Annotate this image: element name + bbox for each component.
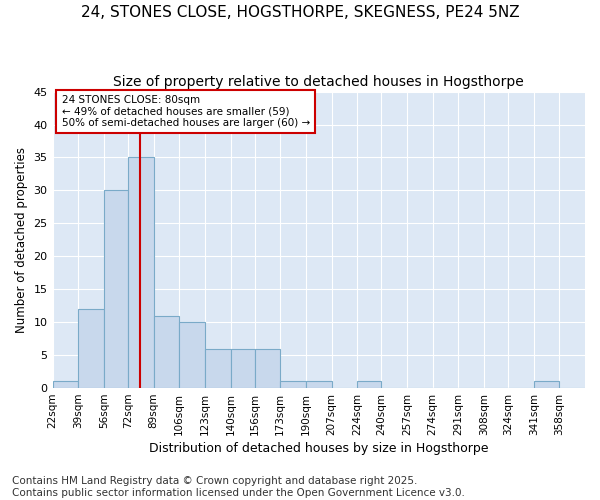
- Bar: [179, 322, 205, 388]
- Bar: [254, 348, 280, 388]
- Bar: [357, 382, 382, 388]
- X-axis label: Distribution of detached houses by size in Hogsthorpe: Distribution of detached houses by size …: [149, 442, 488, 455]
- Bar: [306, 382, 332, 388]
- Text: Contains HM Land Registry data © Crown copyright and database right 2025.
Contai: Contains HM Land Registry data © Crown c…: [12, 476, 465, 498]
- Y-axis label: Number of detached properties: Number of detached properties: [15, 147, 28, 333]
- Bar: [230, 348, 254, 388]
- Bar: [280, 382, 306, 388]
- Bar: [534, 382, 559, 388]
- Bar: [128, 158, 154, 388]
- Title: Size of property relative to detached houses in Hogsthorpe: Size of property relative to detached ho…: [113, 75, 524, 89]
- Text: 24, STONES CLOSE, HOGSTHORPE, SKEGNESS, PE24 5NZ: 24, STONES CLOSE, HOGSTHORPE, SKEGNESS, …: [80, 5, 520, 20]
- Text: 24 STONES CLOSE: 80sqm
← 49% of detached houses are smaller (59)
50% of semi-det: 24 STONES CLOSE: 80sqm ← 49% of detached…: [62, 95, 310, 128]
- Bar: [205, 348, 230, 388]
- Bar: [154, 316, 179, 388]
- Bar: [104, 190, 128, 388]
- Bar: [53, 382, 78, 388]
- Bar: [78, 309, 104, 388]
